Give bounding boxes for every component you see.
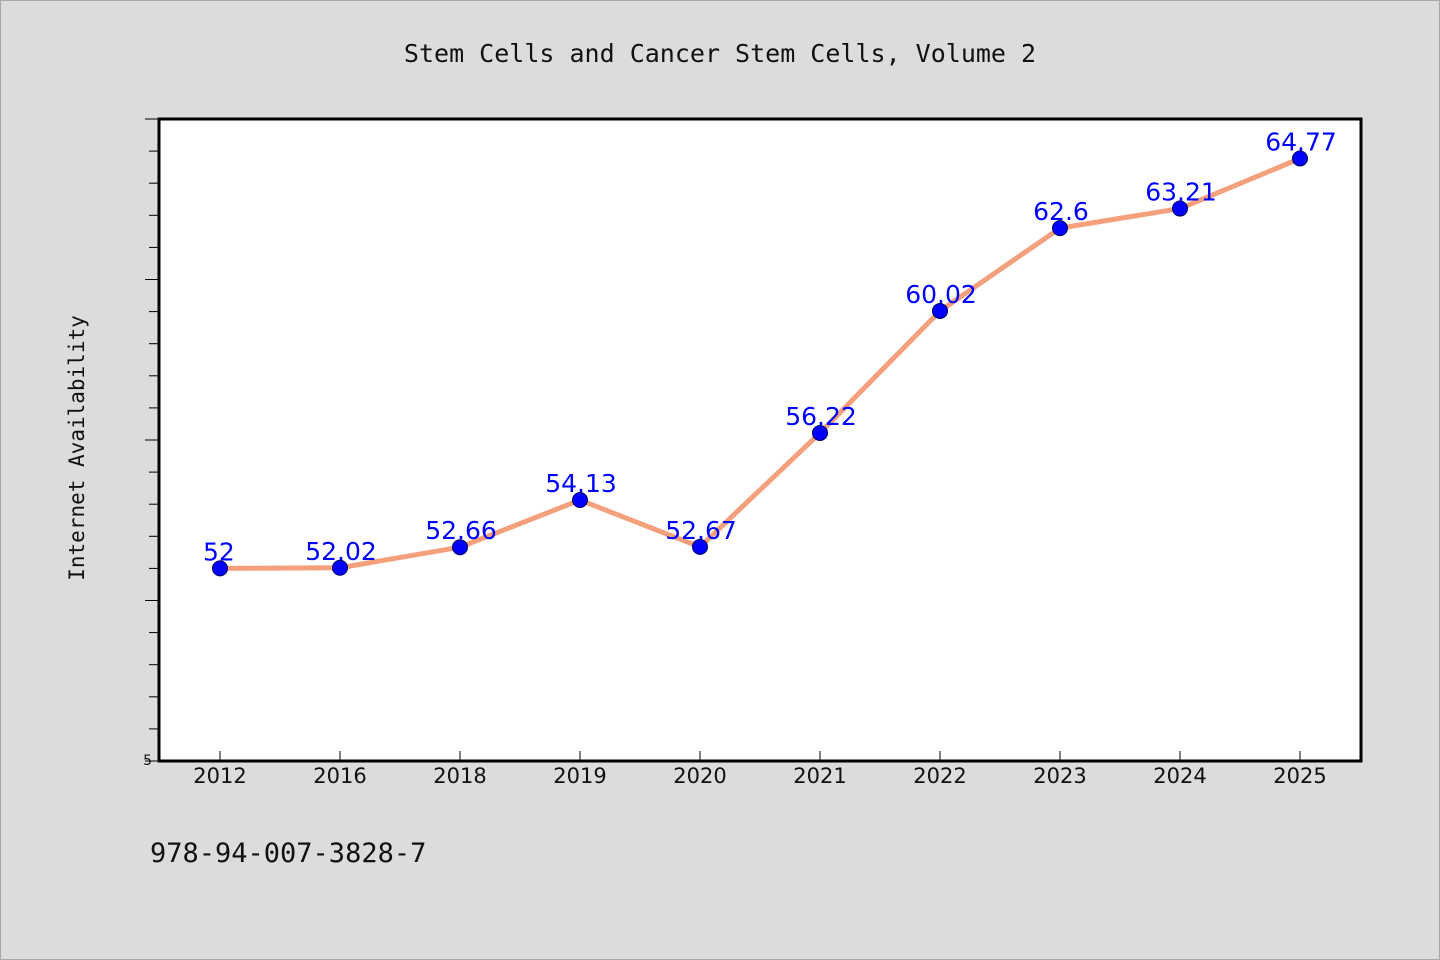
data-label-2023: 62.6 [1033, 197, 1089, 226]
data-label-2025: 64.77 [1265, 127, 1337, 156]
x-tick-label-2016: 2016 [313, 764, 366, 788]
x-tick-label-2024: 2024 [1153, 764, 1206, 788]
data-markers [212, 150, 1308, 577]
data-point-2025 [1292, 150, 1308, 167]
y-tick-label: 5 [143, 753, 152, 769]
x-axis-ticks [219, 751, 1301, 761]
data-point-2018 [452, 539, 468, 556]
data-point-2024 [1172, 200, 1188, 217]
data-point-2016 [332, 559, 348, 576]
data-point-2019 [572, 492, 588, 509]
data-point-2012 [212, 560, 228, 577]
x-tick-labels: 2012 2016 2018 2019 2020 2021 2022 2023 2024 2025 [193, 764, 1326, 788]
data-label-2016: 52.02 [305, 537, 377, 566]
y-axis-ticks [145, 118, 159, 762]
data-label-2019: 54.13 [545, 469, 617, 498]
y-axis-label: Internet Availability [65, 315, 89, 581]
x-tick-label-2021: 2021 [793, 764, 846, 788]
x-tick-label-2012: 2012 [193, 764, 246, 788]
plot-area [157, 117, 1363, 763]
series-line [217, 155, 1303, 571]
data-point-2020 [692, 538, 708, 555]
data-labels: 52 52.02 52.66 54.13 52.67 56.22 60.02 62.6 63.2… [203, 127, 1337, 566]
x-tick-label-2018: 2018 [433, 764, 486, 788]
x-tick-label-2023: 2023 [1033, 764, 1086, 788]
data-label-2018: 52.66 [425, 516, 497, 545]
chart-title: Stem Cells and Cancer Stem Cells, Volume… [404, 39, 1036, 68]
data-point-2023 [1052, 220, 1068, 237]
data-label-2020: 52.67 [665, 516, 737, 545]
x-tick-label-2022: 2022 [913, 764, 966, 788]
data-label-2024: 63.21 [1145, 178, 1217, 207]
data-label-2022: 60.02 [905, 280, 977, 309]
data-point-2022 [932, 302, 948, 319]
data-label-2012: 52 [203, 537, 235, 566]
x-tick-label-2025: 2025 [1273, 764, 1326, 788]
x-tick-label-2020: 2020 [673, 764, 726, 788]
data-point-2021 [812, 424, 828, 441]
x-tick-label-2019: 2019 [553, 764, 606, 788]
isbn-footer: 978-94-007-3828-7 [150, 838, 426, 869]
data-label-2021: 56.22 [785, 402, 857, 431]
